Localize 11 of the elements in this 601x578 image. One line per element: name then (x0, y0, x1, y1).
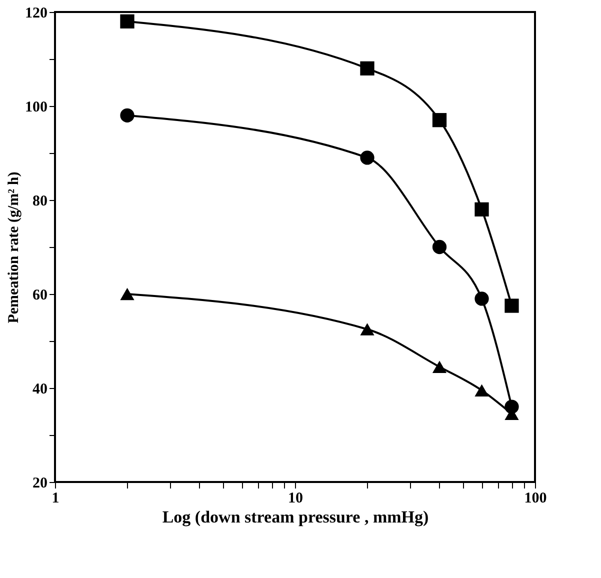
y-tick-label: 20 (32, 476, 48, 492)
y-tick-label: 120 (25, 6, 48, 22)
y-tick-label: 60 (32, 288, 48, 304)
y-axis-title: Pemeation rate (g/m² h) (6, 172, 22, 324)
x-axis-title: Log (down stream pressure , mmHg) (162, 508, 429, 526)
x-tick-label: 1 (52, 490, 60, 506)
x-tick-label: 100 (524, 490, 547, 506)
y-tick-label: 80 (32, 194, 48, 210)
x-tick-label: 10 (288, 490, 303, 506)
y-tick-label: 40 (32, 382, 48, 398)
y-tick-label: 100 (25, 100, 48, 116)
